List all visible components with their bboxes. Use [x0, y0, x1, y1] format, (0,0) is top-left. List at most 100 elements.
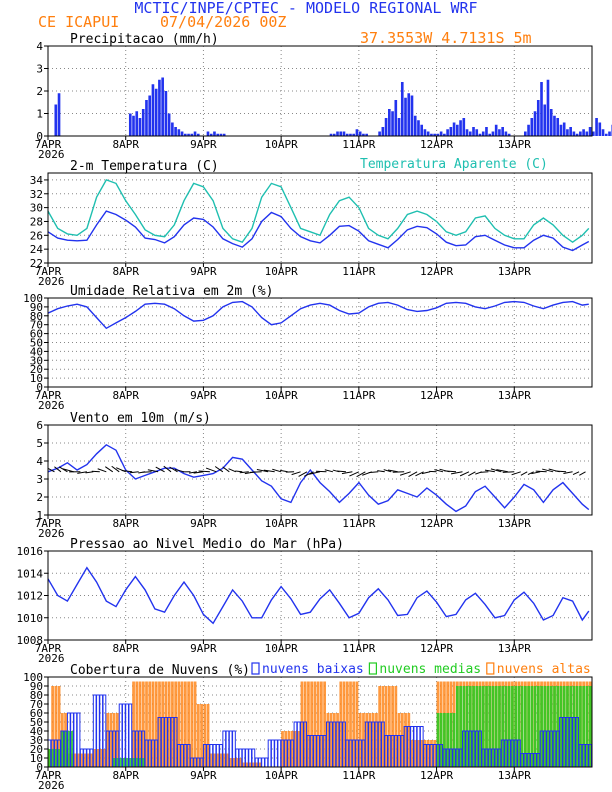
cloud-bar-nuvens-altas: [384, 686, 388, 767]
y-tick-label: 3: [36, 473, 43, 486]
cloud-bar-nuvens-altas: [394, 686, 398, 767]
cloud-bar-nuvens-altas: [323, 681, 326, 767]
x-tick-label: 11APR: [342, 769, 375, 782]
precip-bar: [349, 133, 352, 136]
x-year-label: 2026: [38, 652, 65, 665]
x-tick-label: 8APR: [112, 642, 139, 655]
y-tick-label: 22: [30, 257, 43, 270]
cloud-bar-nuvens-medias: [475, 686, 479, 767]
precip-bar: [397, 118, 401, 136]
precip-bar: [546, 79, 550, 136]
cloud-bar-nuvens-medias: [141, 758, 145, 767]
cloud-bar-nuvens-medias: [54, 749, 58, 767]
cloud-bar-nuvens-medias: [116, 758, 119, 767]
y-tick-label: 2: [36, 85, 43, 98]
precip-bar: [601, 129, 605, 136]
cloud-bar-nuvens-altas: [316, 681, 320, 767]
cloud-bar-nuvens-baixas: [267, 739, 272, 768]
precip-bar: [196, 133, 200, 136]
cloud-bar-nuvens-altas: [326, 713, 330, 767]
cloud-bar-nuvens-medias: [511, 686, 514, 767]
cloud-bar-nuvens-altas: [180, 681, 184, 767]
precip-bar: [209, 133, 213, 136]
x-tick-label: 10APR: [265, 265, 298, 278]
x-tick-label: 11APR: [342, 389, 375, 402]
y-tick-label: 20: [30, 743, 43, 756]
cloud-bar-nuvens-altas: [349, 681, 352, 767]
x-tick-label: 11APR: [342, 265, 375, 278]
cloud-bar-nuvens-altas: [145, 681, 148, 767]
precip-bar: [164, 91, 168, 136]
wind-arrow: [579, 471, 586, 476]
x-tick-label: 12APR: [420, 642, 453, 655]
x-tick-label: 11APR: [342, 517, 375, 530]
cloud-bar-nuvens-altas: [332, 713, 336, 767]
x-tick-label: 12APR: [420, 517, 453, 530]
cloud-bar-nuvens-altas: [112, 713, 116, 767]
cloud-bar-nuvens-altas: [158, 681, 161, 767]
y-tick-label: 28: [30, 215, 43, 228]
wind-arrow: [249, 471, 262, 473]
wind-arrow: [490, 468, 502, 473]
cloud-bar-nuvens-medias: [449, 713, 453, 767]
precip-bar: [174, 127, 177, 136]
cloud-bar-nuvens-medias: [456, 686, 459, 767]
precip-bar: [456, 124, 459, 136]
precip-bar: [407, 93, 411, 136]
precip-bar: [446, 129, 449, 136]
precip-bar: [145, 100, 148, 136]
precip-bar: [549, 109, 553, 136]
cloud-bar-nuvens-medias: [549, 686, 553, 767]
wind-arrow: [147, 469, 159, 473]
precip-bar: [566, 129, 569, 136]
wind-arrow: [479, 471, 489, 473]
panel-title: 2-m Temperatura (C): [70, 159, 219, 174]
precip-bar: [553, 115, 556, 136]
panel-3: [44, 424, 593, 519]
wind-arrow: [97, 468, 107, 473]
cloud-bar-nuvens-altas: [287, 731, 291, 767]
x-tick-label: 13APR: [498, 138, 531, 151]
cloud-bar-nuvens-medias: [517, 686, 521, 767]
precip-bar: [462, 118, 466, 136]
cloud-bar-nuvens-altas: [404, 713, 407, 767]
x-tick-label: 8APR: [112, 138, 139, 151]
cloud-bar-nuvens-medias: [556, 686, 560, 767]
precip-bar: [141, 109, 145, 136]
y-tick-label: 1010: [17, 612, 44, 625]
cloud-bar-nuvens-altas: [103, 749, 106, 767]
wind-arrow: [468, 471, 476, 477]
wind-arrow: [169, 466, 178, 473]
cloud-bar-nuvens-altas: [433, 740, 437, 767]
cloud-bar-nuvens-altas: [342, 681, 346, 767]
wind-arrow: [520, 471, 528, 476]
cloud-bar-nuvens-altas: [375, 713, 378, 767]
y-tick-label: 6: [36, 419, 43, 432]
cloud-bar-nuvens-altas: [109, 713, 113, 767]
y-tick-label: 0: [36, 130, 43, 143]
cloud-bar-nuvens-medias: [64, 731, 67, 767]
cloud-bar-nuvens-medias: [122, 758, 126, 767]
precip-bar: [475, 129, 479, 136]
cloud-bar-nuvens-altas: [174, 681, 178, 767]
precip-bar: [592, 131, 595, 136]
legend-label-0: nuvens baixas: [262, 662, 364, 677]
cloud-bar-nuvens-altas: [290, 731, 294, 767]
panel-title: Cobertura de Nuvens (%): [70, 663, 250, 678]
cloud-bar-nuvens-altas: [284, 731, 288, 767]
precip-bar: [465, 129, 469, 136]
cloud-bar-nuvens-altas: [397, 713, 401, 767]
cloud-bar-nuvens-medias: [582, 686, 586, 767]
precip-bar: [501, 127, 504, 136]
y-tick-label: 80: [30, 310, 43, 323]
x-tick-label: 9APR: [190, 517, 217, 530]
panel-frame: [47, 172, 593, 264]
precip-bar: [423, 129, 427, 136]
x-tick-label: 12APR: [420, 389, 453, 402]
precip-bar: [452, 122, 456, 136]
x-tick-label: 10APR: [265, 517, 298, 530]
cloud-bar-nuvens-medias: [446, 713, 450, 767]
cloud-bar-nuvens-altas: [219, 753, 223, 767]
precip-bar: [556, 118, 560, 136]
wind-arrow: [531, 471, 541, 475]
